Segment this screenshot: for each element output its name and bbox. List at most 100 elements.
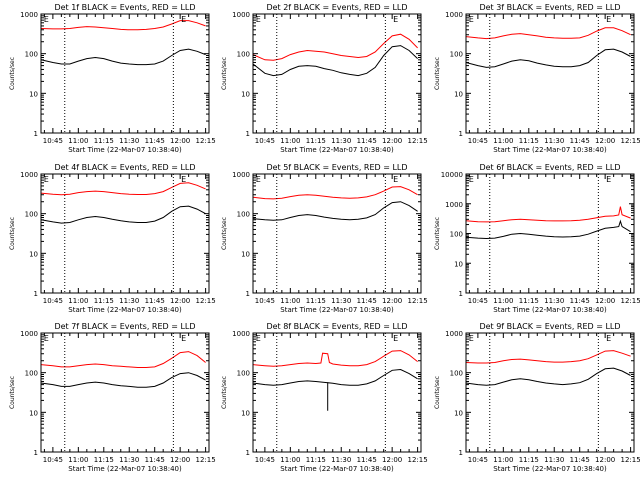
events-series-line [40,48,206,66]
x-tick-label: 11:15 [306,137,326,145]
y-axis-label: Counts/sec [434,57,441,90]
event-marker-label: E [181,15,186,24]
x-tick-label: 11:45 [570,456,590,464]
x-tick-label: 11:45 [357,137,377,145]
x-tick-label: 11:30 [119,297,139,305]
x-tick-label: 12:00 [595,137,615,145]
event-marker-label: E [469,175,474,184]
lld-series-line [40,182,206,196]
events-series-line [252,368,418,411]
lld-series-line [252,186,418,200]
x-tick-label: 11:45 [145,137,165,145]
event-marker-label: E [256,15,261,24]
y-tick-label: 10 [454,409,463,417]
y-tick-label: 1000 [20,11,38,19]
x-tick-label: 11:00 [280,137,300,145]
y-tick-label: 1000 [232,11,250,19]
x-tick-label: 11:30 [544,297,564,305]
panel-title: Det 7f BLACK = Events, RED = LLD [54,322,195,331]
panel-det-4: Det 4f BLACK = Events, RED = LLD E E 1 10 100… [9,163,216,314]
x-tick-label: 12:15 [408,297,428,305]
y-tick-label: 1 [246,290,250,298]
lld-series-line [40,351,206,368]
event-marker-label: E [44,175,49,184]
panel-title: Det 1f BLACK = Events, RED = LLD [54,3,195,12]
y-axis-label: Counts/sec [9,217,16,250]
event-marker-label: E [606,175,611,184]
x-axis-label: Start Time (22-Mar-07 10:38:40) [280,465,394,473]
x-tick-label: 10:45 [255,456,275,464]
plot-frame [40,13,210,134]
x-tick-label: 10:45 [43,297,63,305]
y-tick-label: 1 [459,449,463,457]
lld-series-line [465,206,631,223]
events-series-line [40,372,206,388]
x-axis-label: Start Time (22-Mar-07 10:38:40) [68,306,182,314]
y-tick-label: 100 [450,231,463,239]
event-marker-label: E [393,175,398,184]
x-tick-label: 10:45 [255,297,275,305]
y-axis-label: Counts/sec [221,376,228,409]
x-tick-label: 10:45 [255,137,275,145]
x-tick-label: 11:15 [94,456,114,464]
x-axis-label: Start Time (22-Mar-07 10:38:40) [493,465,607,473]
x-tick-label: 12:15 [621,456,640,464]
x-tick-label: 11:45 [570,137,590,145]
y-tick-label: 1000 [232,171,250,179]
x-tick-label: 12:15 [196,297,216,305]
y-tick-label: 10 [241,409,250,417]
x-tick-label: 12:00 [170,297,190,305]
y-tick-label: 10 [241,90,250,98]
y-tick-label: 100 [25,211,38,219]
events-series-line [40,205,206,224]
x-tick-label: 11:30 [331,456,351,464]
lld-series-line [252,33,418,61]
y-axis-label: Counts/sec [434,217,441,250]
lld-series-line [465,27,631,40]
x-axis-label: Start Time (22-Mar-07 10:38:40) [68,146,182,154]
x-tick-label: 12:00 [170,456,190,464]
x-tick-label: 12:00 [382,297,402,305]
x-tick-label: 11:45 [570,297,590,305]
y-tick-label: 1 [246,449,250,457]
event-marker-label: E [44,15,49,24]
events-series-line [252,45,418,77]
x-tick-label: 11:15 [306,297,326,305]
x-tick-label: 12:00 [595,456,615,464]
events-series-line [465,367,631,386]
y-tick-label: 1000 [20,330,38,338]
x-tick-label: 11:15 [94,297,114,305]
x-axis-label: Start Time (22-Mar-07 10:38:40) [493,306,607,314]
plot-frame [40,173,210,294]
y-tick-label: 10 [29,250,38,258]
x-tick-label: 12:15 [621,297,640,305]
panel-det-3: Det 3f BLACK = Events, RED = LLD E E 1 10 100… [434,3,640,154]
panel-det-6: Det 6f BLACK = Events, RED = LLD E E 1 10 100… [434,163,640,314]
plot-frame [252,332,422,453]
panel-title: Det 5f BLACK = Events, RED = LLD [266,163,407,172]
x-tick-label: 10:45 [43,456,63,464]
y-tick-label: 1 [246,130,250,138]
event-marker-label: E [393,15,398,24]
x-tick-label: 11:00 [280,297,300,305]
event-marker-label: E [469,334,474,343]
x-tick-label: 12:00 [595,297,615,305]
x-tick-label: 11:45 [145,456,165,464]
x-tick-label: 11:30 [119,456,139,464]
y-tick-label: 100 [25,51,38,59]
panel-det-8: Det 8f BLACK = Events, RED = LLD E E 1 10 100… [221,322,428,473]
x-tick-label: 11:30 [544,456,564,464]
x-tick-label: 10:45 [468,456,488,464]
panel-title: Det 9f BLACK = Events, RED = LLD [479,322,620,331]
x-tick-label: 11:00 [68,137,88,145]
x-tick-label: 12:15 [408,137,428,145]
x-tick-label: 11:15 [519,137,539,145]
x-tick-label: 12:00 [382,456,402,464]
x-tick-label: 11:00 [280,456,300,464]
y-tick-label: 1 [459,130,463,138]
events-series-line [465,219,631,240]
y-tick-label: 1000 [445,330,463,338]
x-tick-label: 11:15 [519,456,539,464]
x-tick-label: 11:00 [68,297,88,305]
panel-title: Det 4f BLACK = Events, RED = LLD [54,163,195,172]
